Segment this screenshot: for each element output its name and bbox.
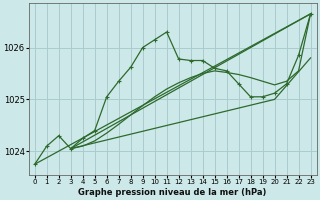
X-axis label: Graphe pression niveau de la mer (hPa): Graphe pression niveau de la mer (hPa) (78, 188, 267, 197)
